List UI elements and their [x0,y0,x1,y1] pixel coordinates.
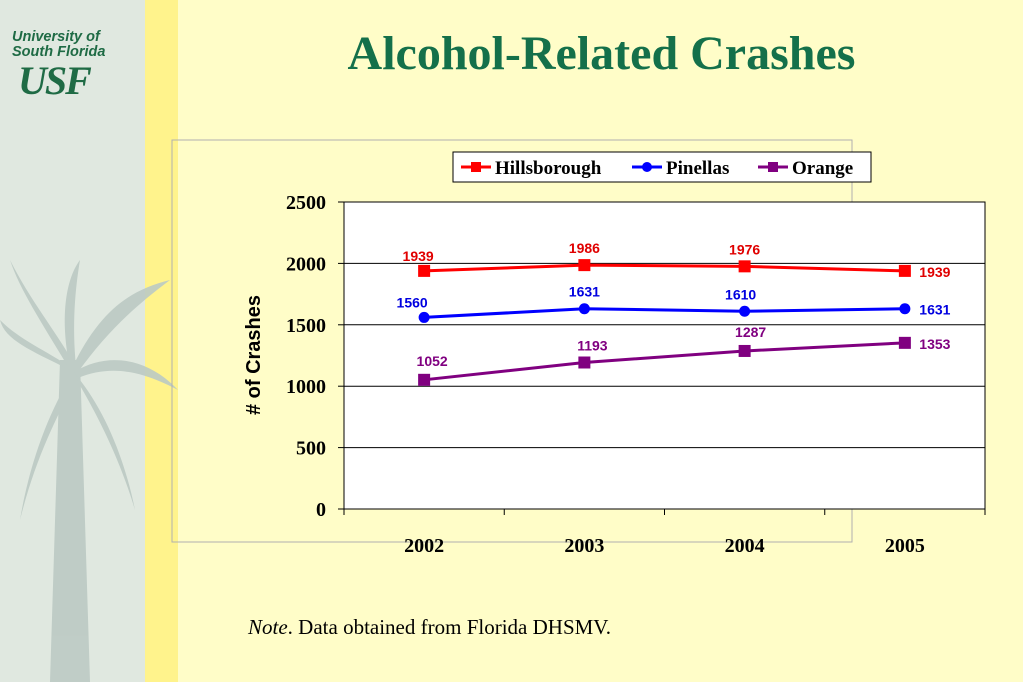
data-point [739,305,751,317]
data-label: 1052 [417,353,448,369]
data-point [899,303,911,315]
data-label: 1631 [569,284,600,300]
usf-logo: University of South Florida USF [12,30,137,110]
note-text: . Data obtained from Florida DHSMV. [287,615,611,639]
data-label: 1939 [403,248,434,264]
data-point [738,344,751,357]
legend-marker [642,162,652,172]
series-line-hillsborough [424,263,905,273]
data-point [898,264,911,277]
x-tick-label: 2005 [885,535,925,557]
y-tick-label: 1000 [286,376,326,398]
x-tick-label: 2004 [725,535,765,557]
note-label: Note [248,615,288,639]
data-label: 1610 [725,286,756,302]
series-group: 1939 1986 1976 1939 1560 1631 1610 1631 1052 1193… [397,240,951,386]
legend-label: Pinellas [666,158,729,179]
data-label: 1976 [729,241,760,257]
legend-marker [471,162,481,172]
data-label: 1560 [397,294,428,310]
logo-line2: South Florida [12,44,106,60]
x-tick-label: 2003 [564,535,604,557]
data-label: 1939 [919,264,950,280]
y-tick-label: 2000 [286,253,326,275]
data-point [418,311,430,323]
data-point [578,356,591,369]
data-label: 1631 [919,302,950,318]
data-point [578,303,590,315]
data-label: 1986 [569,240,600,256]
source-note: Note. Data obtained from Florida DHSMV. [248,615,611,640]
legend-label: Hillsborough [495,158,602,179]
data-label: 1287 [735,324,766,340]
logo-line1: University of [12,29,100,45]
y-tick-label: 1500 [286,315,326,337]
series-line-orange [423,341,905,382]
palm-tree-graphic [0,260,178,682]
data-point [898,336,911,349]
logo-usf: USF [18,58,92,103]
y-tick-label: 2500 [286,192,326,214]
series-line-pinellas [424,307,905,319]
x-tick-label: 2002 [404,535,444,557]
y-axis-label: # of Crashes [243,295,265,415]
data-point [418,264,431,277]
page-title: Alcohol-Related Crashes [347,27,856,80]
data-point [578,259,591,272]
data-label: 1193 [577,337,608,353]
y-tick-label: 500 [296,438,326,460]
legend: Hillsborough Pinellas Orange [452,151,872,183]
x-axis: 2002 2003 2004 2005 [343,509,986,557]
gridlines [344,262,985,449]
data-point [418,373,431,386]
legend-marker [768,162,778,172]
y-axis: 0 500 1000 1500 2000 2500 [286,192,344,521]
data-point [738,260,751,273]
data-label: 1353 [919,336,950,352]
y-tick-label: 0 [316,499,326,521]
legend-label: Orange [792,158,853,179]
